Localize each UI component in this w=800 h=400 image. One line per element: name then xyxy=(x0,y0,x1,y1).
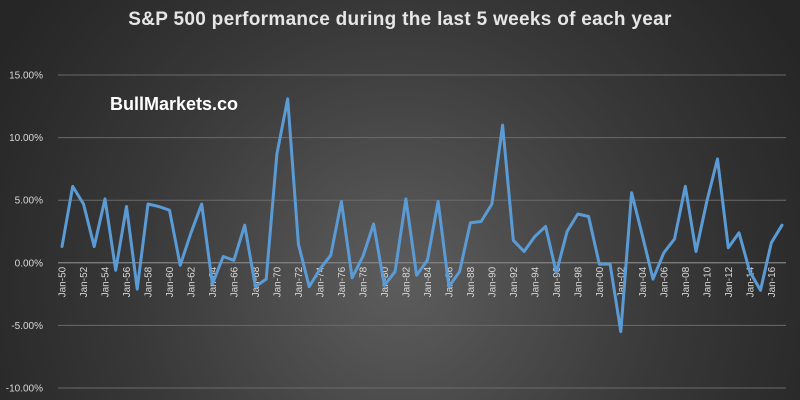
x-tick-label: Jan-76 xyxy=(337,266,348,297)
x-tick-label: Jan-14 xyxy=(745,266,756,297)
x-tick-label: Jan-72 xyxy=(294,266,305,297)
x-tick-label: Jan-56 xyxy=(122,266,133,297)
x-tick-label: Jan-60 xyxy=(165,266,176,297)
x-tick-label: Jan-74 xyxy=(315,266,326,297)
x-tick-label: Jan-12 xyxy=(724,266,735,297)
x-tick-label: Jan-58 xyxy=(143,266,154,297)
x-tick-label: Jan-90 xyxy=(487,266,498,297)
x-tick-label: Jan-82 xyxy=(401,266,412,297)
chart-title: S&P 500 performance during the last 5 we… xyxy=(128,9,672,30)
x-tick-label: Jan-88 xyxy=(466,266,477,297)
x-tick-label: Jan-08 xyxy=(681,266,692,297)
x-tick-label: Jan-96 xyxy=(552,266,563,297)
y-tick-label: 0.00% xyxy=(15,258,43,269)
x-tick-label: Jan-86 xyxy=(444,266,455,297)
y-tick-label: 5.00% xyxy=(15,196,43,207)
x-tick-label: Jan-10 xyxy=(702,266,713,297)
x-tick-label: Jan-52 xyxy=(79,266,90,297)
x-tick-label: Jan-66 xyxy=(229,266,240,297)
x-tick-label: Jan-68 xyxy=(251,266,262,297)
x-tick-label: Jan-00 xyxy=(595,266,606,297)
x-tick-label: Jan-98 xyxy=(573,266,584,297)
x-tick-label: Jan-16 xyxy=(767,266,778,297)
x-tick-label: Jan-92 xyxy=(509,266,520,297)
x-tick-label: Jan-62 xyxy=(186,266,197,297)
x-tick-label: Jan-54 xyxy=(100,266,111,297)
y-tick-label: -5.00% xyxy=(11,321,43,332)
series-line xyxy=(60,97,784,334)
x-tick-label: Jan-04 xyxy=(638,266,649,297)
y-tick-label: 10.00% xyxy=(9,133,43,144)
watermark-label: BullMarkets.co xyxy=(110,94,239,114)
x-tick-label: Jan-94 xyxy=(530,266,541,297)
x-tick-label: Jan-70 xyxy=(272,266,283,297)
x-tick-label: Jan-78 xyxy=(358,266,369,297)
y-tick-label: 15.00% xyxy=(9,71,43,82)
x-tick-label: Jan-84 xyxy=(423,266,434,297)
x-tick-label: Jan-06 xyxy=(659,266,670,297)
x-tick-label: Jan-02 xyxy=(616,266,627,297)
x-tick-label: Jan-50 xyxy=(58,266,69,297)
y-tick-label: -10.00% xyxy=(6,384,43,395)
